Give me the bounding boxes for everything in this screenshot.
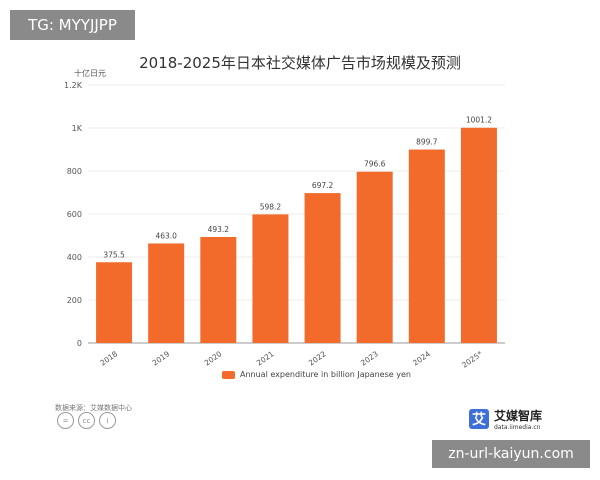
y-tick-label: 0 [77, 339, 82, 348]
x-tick-label: 2023 [359, 349, 380, 367]
data-label: 1001.2 [466, 116, 492, 125]
data-label: 463.0 [155, 231, 177, 240]
bar [200, 236, 237, 343]
bar [96, 262, 133, 343]
y-tick-label: 400 [67, 253, 82, 262]
data-source: 数据来源：艾媒数据中心 [55, 404, 132, 412]
bar [460, 127, 497, 343]
watermark-bottom-right: zn-url-kaiyun.com [432, 440, 590, 468]
y-tick-label: 1K [72, 124, 83, 133]
bar [252, 214, 289, 343]
bar [356, 171, 393, 343]
bar [408, 149, 445, 343]
x-tick-label: 2020 [203, 349, 224, 367]
logo-url: data.iimedia.cn [494, 424, 541, 431]
legend-swatch [222, 370, 235, 379]
data-label: 375.5 [103, 250, 125, 259]
iimedia-logo: 艾 艾媒智库 data.iimedia.cn [469, 407, 542, 431]
data-label: 598.2 [260, 202, 282, 211]
x-tick-label: 2019 [151, 349, 172, 367]
y-tick-label: 600 [67, 210, 82, 219]
data-label: 796.6 [364, 160, 386, 169]
license-icons: = cc i [57, 412, 116, 429]
watermark-top-left: TG: MYYJJPP [10, 10, 135, 40]
x-tick-label: 2024 [411, 349, 432, 367]
attribution-icon: i [99, 412, 116, 429]
y-tick-label: 800 [67, 167, 82, 176]
bar [148, 243, 185, 343]
legend-label: Annual expenditure in billion Japanese y… [240, 370, 411, 379]
x-tick-label: 2021 [255, 349, 276, 367]
logo-name: 艾媒智库 [494, 409, 543, 423]
chart-title: 2018-2025年日本社交媒体广告市场规模及预测 [139, 54, 461, 72]
y-axis-unit: 十亿日元 [74, 69, 106, 78]
data-label: 899.7 [416, 138, 438, 147]
nd-icon: = [57, 412, 74, 429]
y-tick-label: 1.2K [64, 81, 83, 90]
y-tick-label: 200 [67, 296, 82, 305]
data-label: 697.2 [312, 181, 334, 190]
bar [304, 193, 341, 343]
logo-icon: 艾 [469, 409, 489, 429]
x-tick-label: 2025* [460, 349, 484, 370]
x-tick-label: 2022 [307, 349, 328, 367]
data-label: 493.2 [208, 225, 230, 234]
x-tick-label: 2018 [98, 349, 119, 367]
legend: Annual expenditure in billion Japanese y… [222, 370, 411, 379]
cc-icon: cc [78, 412, 95, 429]
